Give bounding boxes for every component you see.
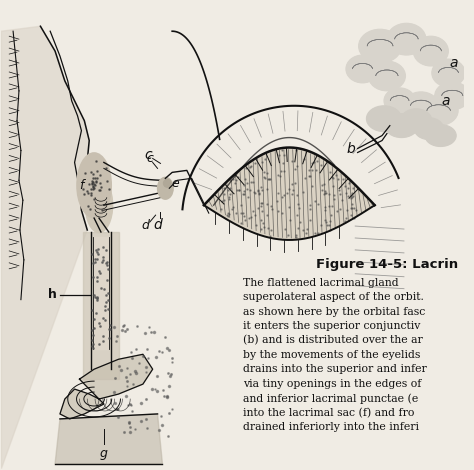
Text: a: a [441, 94, 450, 108]
Text: g: g [100, 447, 108, 460]
Text: d: d [153, 218, 162, 232]
Text: h: h [48, 288, 56, 301]
Ellipse shape [85, 178, 113, 233]
Ellipse shape [435, 82, 470, 110]
Polygon shape [60, 354, 153, 419]
Ellipse shape [387, 23, 426, 55]
Text: it enters the superior conjunctiv: it enters the superior conjunctiv [244, 321, 421, 331]
Polygon shape [1, 26, 89, 469]
Text: Figure 14-5: Lacrin: Figure 14-5: Lacrin [316, 258, 458, 271]
Ellipse shape [425, 125, 456, 147]
Ellipse shape [157, 177, 173, 199]
Text: via tiny openings in the edges of: via tiny openings in the edges of [244, 379, 422, 389]
Text: and inferior lacrimal punctae (e: and inferior lacrimal punctae (e [244, 393, 419, 404]
Text: d: d [142, 219, 150, 232]
Polygon shape [204, 148, 375, 240]
Ellipse shape [401, 109, 432, 133]
Text: b: b [346, 141, 355, 156]
Polygon shape [93, 237, 109, 349]
Polygon shape [55, 414, 163, 463]
Ellipse shape [359, 29, 401, 63]
Ellipse shape [403, 92, 438, 120]
Ellipse shape [346, 55, 379, 83]
Ellipse shape [384, 88, 415, 114]
Text: a: a [449, 56, 457, 70]
Text: e: e [171, 177, 179, 190]
Ellipse shape [366, 106, 401, 132]
Ellipse shape [414, 118, 444, 140]
Text: drained inferiorly into the inferi: drained inferiorly into the inferi [244, 422, 419, 432]
Text: drains into the superior and infer: drains into the superior and infer [244, 364, 427, 374]
Text: c: c [144, 149, 152, 163]
Text: by the movements of the eyelids: by the movements of the eyelids [244, 350, 421, 360]
Text: (b) and is distributed over the ar: (b) and is distributed over the ar [244, 336, 423, 346]
Ellipse shape [368, 61, 405, 91]
Text: as shown here by the orbital fasc: as shown here by the orbital fasc [244, 306, 426, 317]
Ellipse shape [413, 36, 448, 66]
Ellipse shape [385, 114, 418, 138]
Text: c: c [146, 152, 153, 165]
Text: The flattened lacrimal gland: The flattened lacrimal gland [244, 278, 399, 288]
Ellipse shape [432, 59, 465, 87]
Text: superolateral aspect of the orbit.: superolateral aspect of the orbit. [244, 292, 424, 302]
Polygon shape [83, 232, 118, 379]
Ellipse shape [164, 180, 171, 187]
Text: into the lacrimal sac (f) and fro: into the lacrimal sac (f) and fro [244, 407, 415, 418]
Ellipse shape [77, 153, 111, 218]
Text: f: f [79, 179, 83, 192]
Ellipse shape [419, 96, 458, 125]
